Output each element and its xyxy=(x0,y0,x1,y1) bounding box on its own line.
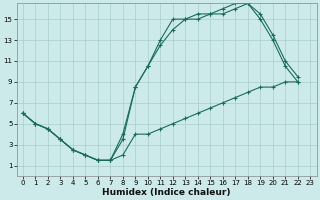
X-axis label: Humidex (Indice chaleur): Humidex (Indice chaleur) xyxy=(102,188,231,197)
